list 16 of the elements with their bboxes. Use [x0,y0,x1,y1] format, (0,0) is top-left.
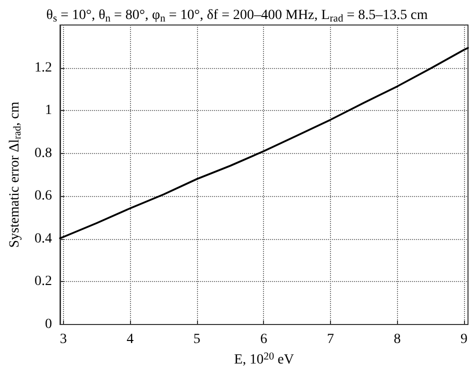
y-axis-title: Systematic error Δlrad, cm [8,102,24,248]
x-tick-label: 3 [60,332,67,347]
x-tick-label: 8 [394,332,401,347]
x-tick-label: 6 [260,332,268,347]
x-tick-label: 4 [126,332,134,347]
y-tick-label: 0 [45,316,52,332]
y-tick-label: 0.8 [34,146,52,161]
y-tick-label: 0.6 [34,188,52,204]
y-tick-label: 1 [45,103,52,118]
y-tick-label: 1.2 [34,60,52,76]
y-tick-label: 0.2 [34,274,52,290]
x-tick-label: 5 [193,332,200,347]
x-tick-label: 9 [460,332,468,347]
x-tick-label: 7 [326,332,334,347]
line-series [59,46,469,240]
y-tick-label: 0.4 [34,231,52,246]
